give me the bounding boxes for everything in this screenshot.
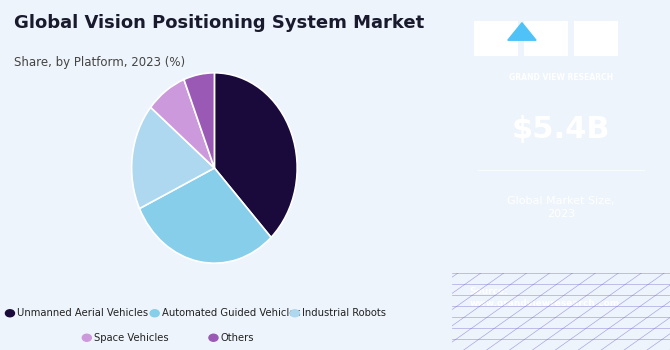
Text: Global Market Size,
2023: Global Market Size, 2023 <box>507 196 615 219</box>
Text: $5.4B: $5.4B <box>512 115 610 144</box>
Circle shape <box>150 310 159 317</box>
Circle shape <box>82 334 91 341</box>
FancyBboxPatch shape <box>574 21 618 56</box>
Wedge shape <box>131 107 214 209</box>
Text: Global Vision Positioning System Market: Global Vision Positioning System Market <box>13 14 424 32</box>
Text: Share, by Platform, 2023 (%): Share, by Platform, 2023 (%) <box>13 56 185 69</box>
Wedge shape <box>214 73 297 237</box>
Text: Others: Others <box>220 333 254 343</box>
Circle shape <box>290 310 299 317</box>
Text: Unmanned Aerial Vehicles: Unmanned Aerial Vehicles <box>17 308 148 318</box>
Text: GRAND VIEW RESEARCH: GRAND VIEW RESEARCH <box>509 74 613 83</box>
Circle shape <box>5 310 15 317</box>
Text: Industrial Robots: Industrial Robots <box>302 308 386 318</box>
Wedge shape <box>151 79 214 168</box>
Wedge shape <box>139 168 271 263</box>
Polygon shape <box>508 23 536 40</box>
FancyBboxPatch shape <box>524 21 567 56</box>
Circle shape <box>209 334 218 341</box>
Text: Source:
www.grandviewresearch.com: Source: www.grandviewresearch.com <box>470 287 620 308</box>
Text: Space Vehicles: Space Vehicles <box>94 333 169 343</box>
FancyBboxPatch shape <box>474 21 518 56</box>
Text: Automated Guided Vehicles: Automated Guided Vehicles <box>162 308 301 318</box>
Wedge shape <box>184 73 214 168</box>
